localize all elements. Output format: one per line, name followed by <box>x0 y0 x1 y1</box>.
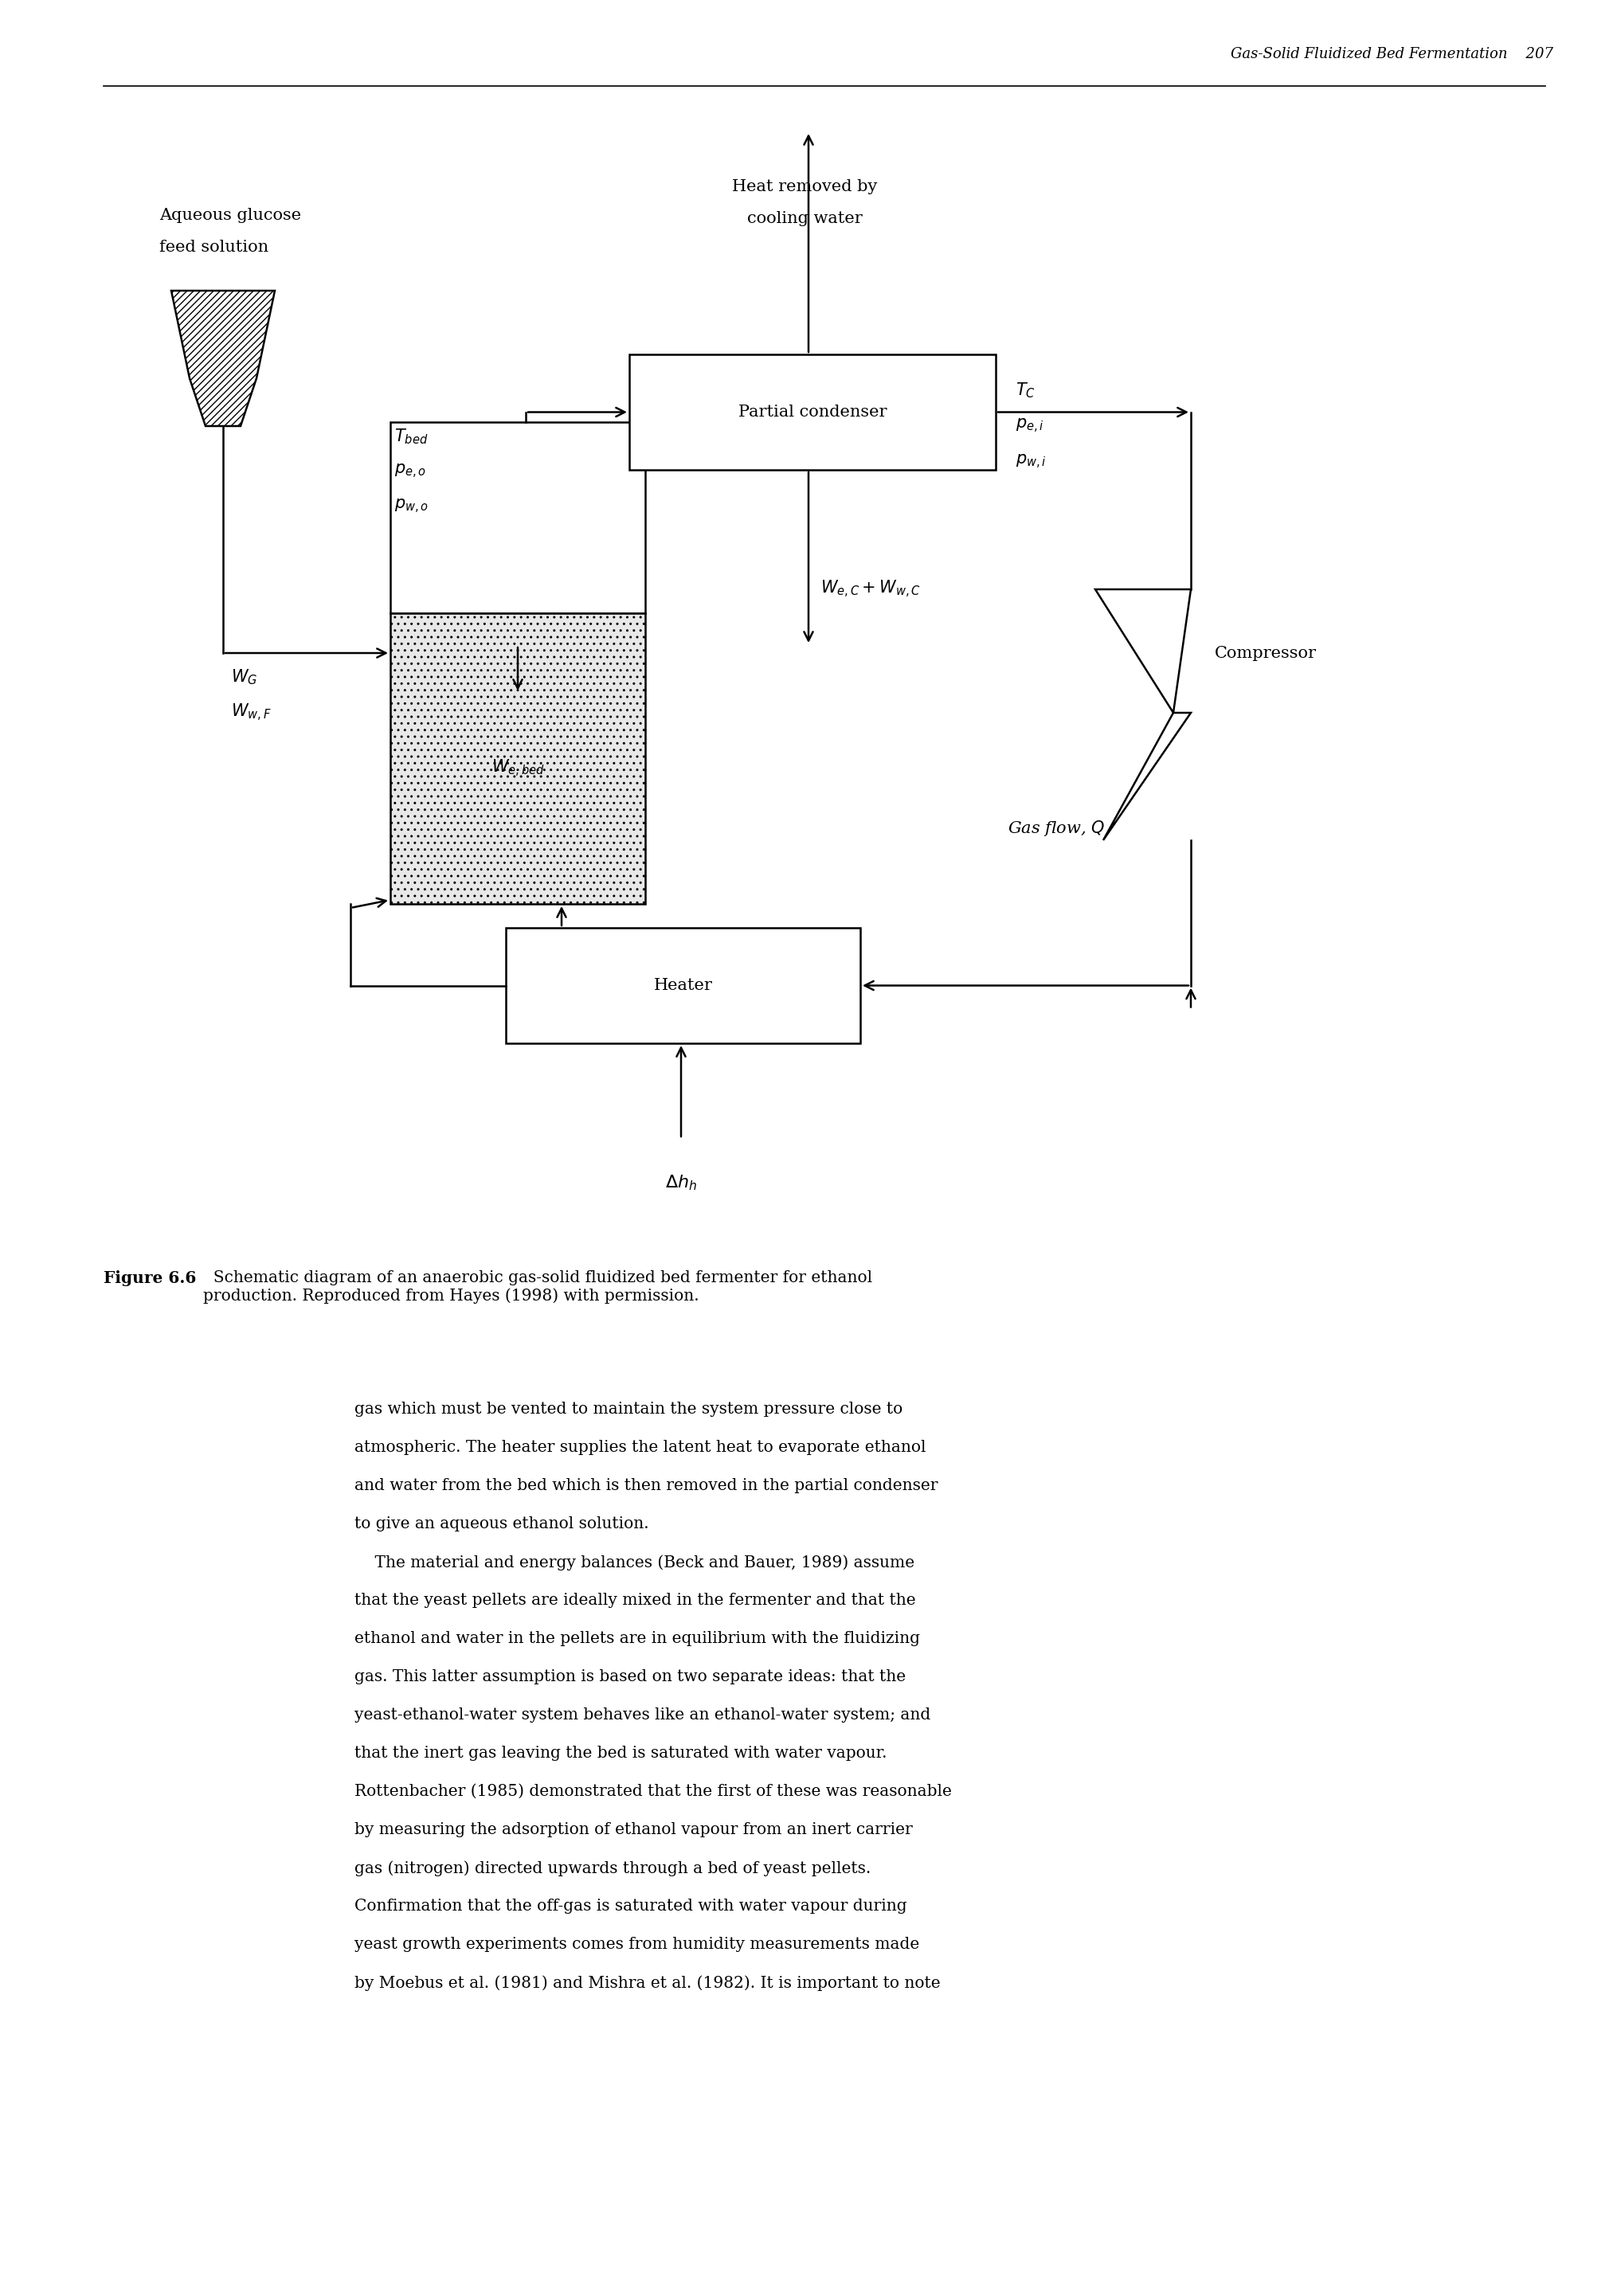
Text: $W_{w,F}$: $W_{w,F}$ <box>231 703 272 723</box>
Text: $W_G$: $W_G$ <box>231 668 257 687</box>
Text: Heater: Heater <box>653 978 711 994</box>
Bar <box>390 613 645 905</box>
Text: $W_{e,C}+W_{w,C}$: $W_{e,C}+W_{w,C}$ <box>820 579 920 599</box>
Polygon shape <box>171 292 275 427</box>
Polygon shape <box>1095 590 1190 712</box>
Bar <box>390 422 645 613</box>
Text: that the yeast pellets are ideally mixed in the fermenter and that the: that the yeast pellets are ideally mixed… <box>354 1593 915 1607</box>
Text: atmospheric. The heater supplies the latent heat to evaporate ethanol: atmospheric. The heater supplies the lat… <box>354 1440 925 1456</box>
Text: gas (nitrogen) directed upwards through a bed of yeast pellets.: gas (nitrogen) directed upwards through … <box>354 1860 870 1876</box>
Text: cooling water: cooling water <box>747 211 862 227</box>
Text: $p_{e,o}$: $p_{e,o}$ <box>395 461 425 480</box>
Polygon shape <box>1103 712 1190 840</box>
Text: to give an aqueous ethanol solution.: to give an aqueous ethanol solution. <box>354 1515 648 1531</box>
Text: $p_{w,o}$: $p_{w,o}$ <box>395 498 429 514</box>
Text: Aqueous glucose: Aqueous glucose <box>158 207 301 223</box>
Text: Heat removed by: Heat removed by <box>731 179 876 195</box>
Text: $p_{w,i}$: $p_{w,i}$ <box>1015 452 1046 471</box>
Text: yeast-ethanol-water system behaves like an ethanol-water system; and: yeast-ethanol-water system behaves like … <box>354 1708 930 1722</box>
Text: Schematic diagram of an anaerobic gas-solid fluidized bed fermenter for ethanol
: Schematic diagram of an anaerobic gas-so… <box>204 1270 872 1304</box>
Text: $T_{bed}$: $T_{bed}$ <box>395 427 429 445</box>
Text: Confirmation that the off-gas is saturated with water vapour during: Confirmation that the off-gas is saturat… <box>354 1899 907 1915</box>
Text: and water from the bed which is then removed in the partial condenser: and water from the bed which is then rem… <box>354 1479 938 1492</box>
Text: ethanol and water in the pellets are in equilibrium with the fluidizing: ethanol and water in the pellets are in … <box>354 1630 920 1646</box>
Text: Partial condenser: Partial condenser <box>737 404 886 420</box>
Text: Compressor: Compressor <box>1214 645 1316 661</box>
Text: that the inert gas leaving the bed is saturated with water vapour.: that the inert gas leaving the bed is sa… <box>354 1745 886 1761</box>
Text: $T_C$: $T_C$ <box>1015 381 1035 400</box>
Text: gas which must be vented to maintain the system pressure close to: gas which must be vented to maintain the… <box>354 1401 902 1417</box>
Text: $W_{e,bed}$: $W_{e,bed}$ <box>492 758 543 778</box>
Text: feed solution: feed solution <box>158 239 268 255</box>
Text: by measuring the adsorption of ethanol vapour from an inert carrier: by measuring the adsorption of ethanol v… <box>354 1823 912 1837</box>
Text: Figure 6.6: Figure 6.6 <box>103 1270 196 1286</box>
Text: yeast growth experiments comes from humidity measurements made: yeast growth experiments comes from humi… <box>354 1938 918 1952</box>
Text: $\Delta h_h$: $\Delta h_h$ <box>665 1173 697 1192</box>
Text: The material and energy balances (Beck and Bauer, 1989) assume: The material and energy balances (Beck a… <box>354 1554 914 1570</box>
Bar <box>629 354 994 471</box>
Text: $p_{e,i}$: $p_{e,i}$ <box>1015 418 1043 434</box>
Text: Gas-Solid Fluidized Bed Fermentation    207: Gas-Solid Fluidized Bed Fermentation 207 <box>1231 46 1552 62</box>
Bar <box>506 928 860 1042</box>
Text: Rottenbacher (1985) demonstrated that the first of these was reasonable: Rottenbacher (1985) demonstrated that th… <box>354 1784 951 1800</box>
Text: by Moebus et al. (1981) and Mishra et al. (1982). It is important to note: by Moebus et al. (1981) and Mishra et al… <box>354 1975 939 1991</box>
Text: gas. This latter assumption is based on two separate ideas: that the: gas. This latter assumption is based on … <box>354 1669 906 1685</box>
Text: Gas flow, $Q$: Gas flow, $Q$ <box>1007 820 1104 838</box>
